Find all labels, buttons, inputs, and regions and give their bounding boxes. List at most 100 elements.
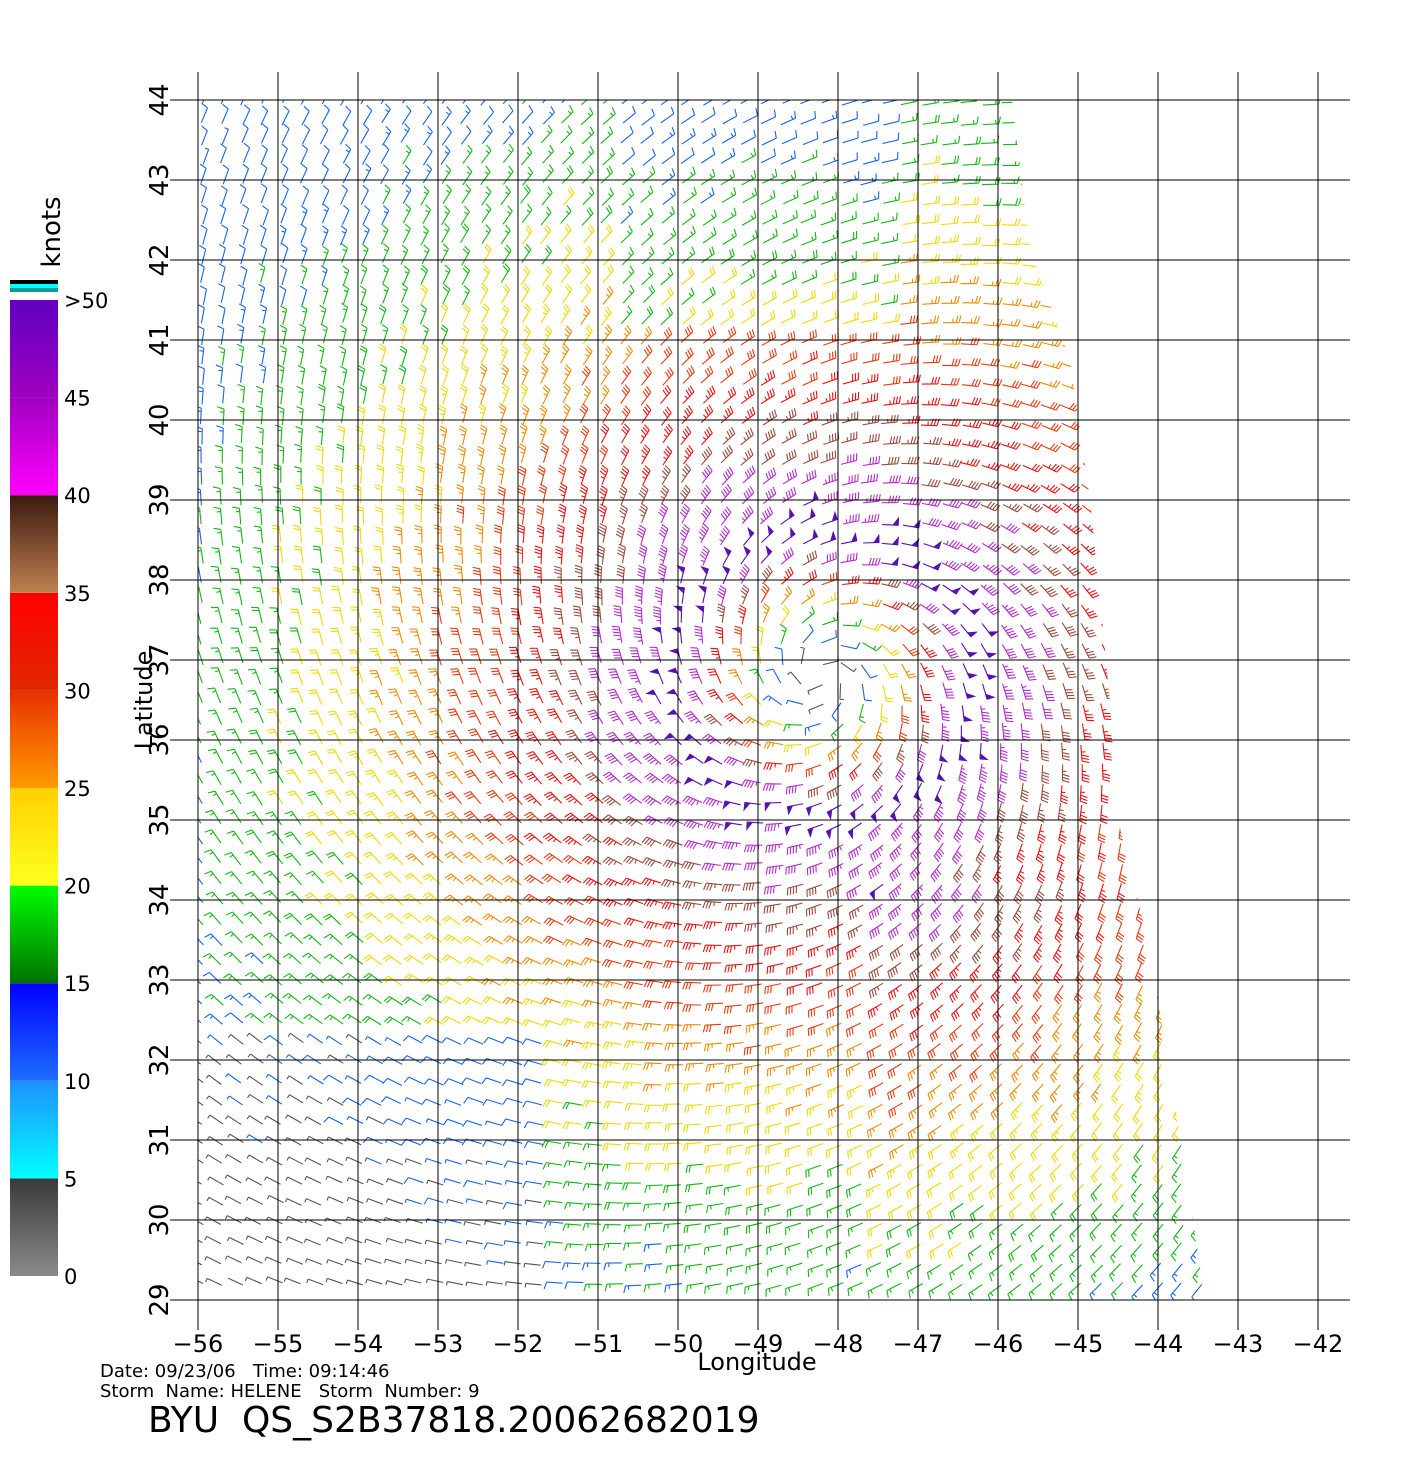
wind-barb [260, 105, 269, 126]
wind-barb [266, 708, 282, 724]
wind-barb [1020, 483, 1041, 493]
wind-barb [971, 1002, 984, 1021]
wind-barb [405, 853, 424, 866]
wind-barb [622, 147, 636, 165]
wind-barb [284, 932, 303, 945]
wind-barb [363, 1074, 384, 1084]
wind-barb [1193, 1104, 1203, 1125]
wind-barb [623, 917, 644, 927]
wind-barb [321, 100, 331, 105]
wind-barb [1161, 302, 1182, 310]
wind-barb [346, 1196, 364, 1204]
wind-barb [442, 976, 462, 986]
wind-barb [745, 1022, 763, 1033]
wind-barb [1194, 1024, 1202, 1045]
wind-barb [786, 1083, 803, 1096]
wind-barb [1178, 925, 1188, 946]
wind-barb [204, 933, 223, 946]
wind-barb [1201, 643, 1205, 659]
wind-barb [1102, 725, 1113, 743]
wind-barb [663, 1202, 682, 1212]
wind-barb [271, 587, 283, 605]
wind-barb [906, 1263, 922, 1280]
wind-barb [385, 1158, 403, 1166]
wind-barb [287, 707, 302, 724]
wind-barb [746, 1203, 763, 1215]
wind-barb [624, 1263, 643, 1272]
wind-barb [680, 325, 694, 343]
wind-barb [741, 349, 756, 366]
wind-barb [1133, 1002, 1142, 1023]
wind-barb [404, 1278, 422, 1284]
wind-barb [207, 709, 223, 725]
wind-barb [542, 977, 563, 986]
wind-barb [701, 168, 716, 186]
wind-barb [345, 1279, 363, 1286]
wind-barb [523, 811, 543, 824]
wind-barb [927, 1143, 942, 1161]
wind-barb [1123, 179, 1143, 187]
wind-barb [961, 358, 981, 367]
wind-barb [826, 1004, 843, 1019]
wind-barb [621, 423, 631, 444]
wind-barb [679, 503, 690, 524]
wind-barb [901, 456, 920, 465]
wind-barb [1101, 482, 1121, 493]
wind-barb [760, 190, 776, 205]
wind-barb [764, 1024, 781, 1036]
wind-barb [198, 709, 202, 725]
wind-barb [435, 544, 444, 563]
wind-barb [983, 338, 1003, 346]
wind-barb [706, 688, 724, 703]
wind-barb [360, 184, 369, 205]
wind-barb [1033, 924, 1043, 945]
wind-barb [739, 563, 750, 584]
wind-barb [704, 1104, 723, 1115]
wind-barb [644, 1263, 663, 1273]
wind-barb [949, 962, 962, 981]
wind-barb [480, 165, 491, 186]
wind-barb [1100, 404, 1121, 413]
wind-barb [541, 1120, 562, 1129]
wind-barb [722, 207, 737, 224]
wind-barb [700, 446, 713, 466]
wind-barb [822, 472, 839, 486]
wind-barb [862, 557, 881, 566]
wind-barb [978, 763, 988, 784]
wind-barb [1007, 1283, 1021, 1300]
wind-barb [247, 689, 262, 706]
wind-barb [1122, 323, 1143, 331]
wind-barb [982, 278, 1002, 287]
wind-barb [781, 270, 798, 286]
wind-barb [404, 873, 423, 885]
wind-barb [1172, 1102, 1182, 1123]
latitude-tick-label: 29 [145, 1283, 175, 1316]
wind-barb [702, 226, 717, 244]
wind-barb [556, 524, 565, 544]
wind-barb [423, 1016, 444, 1025]
wind-barb [217, 325, 225, 345]
wind-barb [902, 497, 923, 506]
wind-barb [563, 977, 584, 985]
wind-barb [681, 208, 696, 226]
wind-barb [623, 1040, 644, 1049]
wind-barb [1041, 280, 1062, 289]
wind-barb [521, 915, 542, 925]
wind-barb [634, 585, 643, 605]
wind-barb [324, 1217, 342, 1225]
wind-barb [980, 723, 989, 743]
wind-barb [583, 917, 604, 927]
wind-barb [1135, 904, 1145, 924]
wind-barb [443, 1178, 461, 1184]
wind-barb [325, 789, 342, 804]
wind-barb [827, 984, 844, 999]
wind-barb [1192, 1143, 1202, 1164]
wind-barb [1111, 1084, 1122, 1104]
wind-barb [579, 443, 589, 464]
wind-barb [491, 607, 502, 625]
wind-barb [744, 922, 762, 932]
wind-barb [863, 152, 880, 165]
wind-barb [892, 784, 903, 804]
wind-barb [1200, 544, 1205, 559]
wind-barb [922, 235, 941, 246]
